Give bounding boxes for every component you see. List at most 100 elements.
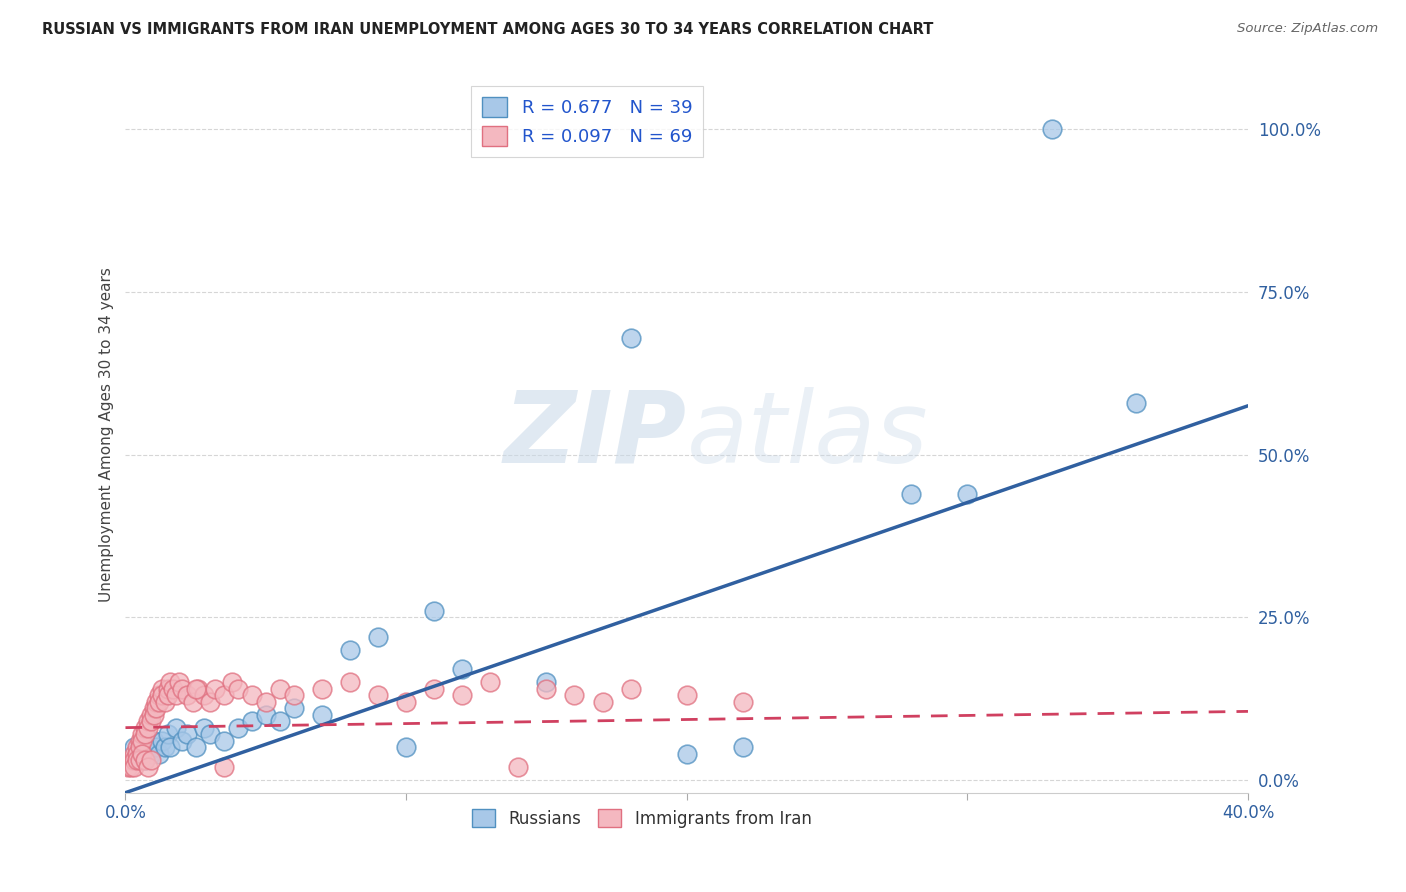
Point (1125, 395, 1147, 409)
Point (283, 688, 305, 702)
Point (212, 733, 235, 747)
Point (125, 740, 148, 755)
Legend: Russians, Immigrants from Iran: Russians, Immigrants from Iran (465, 803, 818, 834)
Point (159, 740, 181, 755)
Text: atlas: atlas (686, 386, 928, 483)
Point (167, 675, 190, 690)
Point (145, 695, 167, 709)
Point (395, 740, 418, 755)
Point (128, 733, 150, 747)
Point (142, 701, 165, 715)
Point (153, 695, 176, 709)
Point (148, 695, 170, 709)
Point (311, 707, 333, 722)
Point (193, 721, 215, 735)
Point (198, 727, 221, 741)
Point (136, 721, 159, 735)
Point (956, 486, 979, 500)
Point (165, 721, 187, 735)
Point (125, 747, 148, 761)
Point (181, 695, 204, 709)
Point (254, 707, 277, 722)
Point (204, 681, 226, 696)
Point (536, 681, 558, 696)
Point (131, 733, 153, 747)
Point (240, 714, 263, 728)
Point (120, 753, 142, 767)
Point (142, 733, 165, 747)
Point (117, 759, 139, 773)
Point (134, 753, 156, 767)
Point (269, 714, 291, 728)
Point (339, 642, 361, 657)
Point (675, 747, 697, 761)
Point (212, 759, 235, 773)
Point (193, 688, 215, 702)
Point (136, 714, 159, 728)
Text: ZIP: ZIP (503, 386, 686, 483)
Point (153, 740, 176, 755)
Point (423, 604, 446, 618)
Point (139, 753, 162, 767)
Point (134, 721, 156, 735)
Point (592, 695, 614, 709)
Point (212, 688, 235, 702)
Point (184, 681, 207, 696)
Point (423, 681, 446, 696)
Point (139, 714, 162, 728)
Point (148, 688, 170, 702)
Point (128, 740, 150, 755)
Point (170, 681, 193, 696)
Point (156, 727, 179, 741)
Point (176, 727, 198, 741)
Point (221, 675, 243, 690)
Point (150, 733, 173, 747)
Point (675, 688, 697, 702)
Point (187, 681, 209, 696)
Point (731, 740, 754, 755)
Point (240, 688, 263, 702)
Point (131, 733, 153, 747)
Point (156, 688, 179, 702)
Point (536, 675, 558, 690)
Y-axis label: Unemployment Among Ages 30 to 34 years: Unemployment Among Ages 30 to 34 years (100, 268, 114, 602)
Point (139, 707, 162, 722)
Point (162, 681, 184, 696)
Point (122, 740, 145, 755)
Point (620, 681, 643, 696)
Point (156, 681, 179, 696)
Point (134, 727, 156, 741)
Point (184, 740, 207, 755)
Point (367, 688, 389, 702)
Point (198, 695, 221, 709)
Point (451, 688, 474, 702)
Point (339, 675, 361, 690)
Point (131, 747, 153, 761)
Point (170, 733, 193, 747)
Point (731, 695, 754, 709)
Point (125, 753, 148, 767)
Text: Source: ZipAtlas.com: Source: ZipAtlas.com (1237, 22, 1378, 36)
Point (142, 707, 165, 722)
Point (165, 688, 187, 702)
Point (367, 630, 389, 644)
Point (145, 740, 167, 755)
Point (122, 747, 145, 761)
Point (122, 759, 145, 773)
Point (508, 759, 530, 773)
Point (226, 681, 249, 696)
Point (254, 695, 277, 709)
Point (128, 753, 150, 767)
Text: RUSSIAN VS IMMIGRANTS FROM IRAN UNEMPLOYMENT AMONG AGES 30 TO 34 YEARS CORRELATI: RUSSIAN VS IMMIGRANTS FROM IRAN UNEMPLOY… (42, 22, 934, 37)
Point (620, 330, 643, 344)
Point (148, 747, 170, 761)
Point (136, 759, 159, 773)
Point (128, 747, 150, 761)
Point (311, 681, 333, 696)
Point (479, 675, 502, 690)
Point (283, 701, 305, 715)
Point (900, 486, 922, 500)
Point (150, 681, 173, 696)
Point (139, 747, 162, 761)
Point (269, 681, 291, 696)
